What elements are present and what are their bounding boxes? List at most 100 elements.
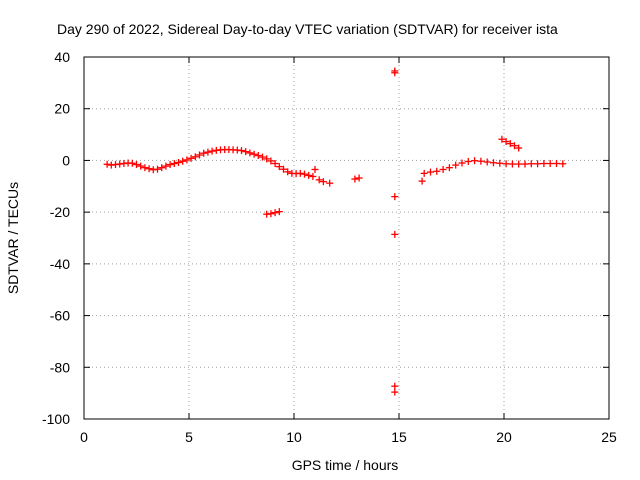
data-point <box>464 157 472 165</box>
data-point <box>137 162 145 170</box>
y-tick-label: -40 <box>50 256 70 272</box>
data-point <box>267 210 275 218</box>
x-tick-labels: 0 5 10 15 20 25 <box>80 429 617 445</box>
data-point <box>154 165 161 173</box>
data-point <box>391 230 399 238</box>
data-point <box>254 152 262 160</box>
data-point <box>183 156 191 164</box>
chart-title: Day 290 of 2022, Sidereal Day-to-day VTE… <box>57 21 558 37</box>
data-point <box>546 160 554 168</box>
data-point <box>534 160 542 168</box>
data-point <box>355 174 363 182</box>
plot-frame <box>83 56 610 420</box>
data-point <box>238 147 245 155</box>
x-tick-label: 20 <box>496 429 512 445</box>
x-tick-label: 15 <box>391 429 407 445</box>
data-point <box>490 159 497 167</box>
data-point <box>196 151 203 159</box>
x-tick-label: 5 <box>185 429 193 445</box>
y-tick-label: -80 <box>50 359 70 375</box>
data-point <box>433 167 441 175</box>
data-point <box>496 159 504 167</box>
data-point <box>200 149 208 157</box>
data-point <box>309 172 317 180</box>
data-point <box>311 165 319 173</box>
data-point <box>141 164 149 172</box>
data-point <box>305 171 313 179</box>
grid <box>84 57 609 419</box>
data-point <box>391 382 399 390</box>
data-point <box>502 138 510 146</box>
x-tick-label: 10 <box>286 429 302 445</box>
y-tick-label: -20 <box>50 204 70 220</box>
data-point <box>271 209 279 217</box>
data-point <box>540 160 548 168</box>
y-tick-label: 0 <box>62 152 70 168</box>
data-point <box>208 147 216 155</box>
y-tick-label: -60 <box>50 308 70 324</box>
data-point <box>315 176 323 184</box>
y-tick-label: -100 <box>42 411 70 427</box>
data-point <box>158 164 166 172</box>
data-point <box>391 69 399 77</box>
data-point <box>204 148 212 156</box>
data-point <box>511 142 518 150</box>
data-point <box>166 161 174 169</box>
data-point <box>145 165 153 173</box>
y-axis-label: SDTVAR / TECUs <box>5 182 21 294</box>
data-point <box>191 153 199 161</box>
data-point <box>275 208 283 216</box>
data-point <box>427 168 434 176</box>
y-tick-label: 40 <box>54 49 70 65</box>
data-point <box>502 160 510 168</box>
data-point <box>296 169 304 177</box>
data-point <box>170 160 178 168</box>
data-point <box>477 157 485 165</box>
x-tick-label: 25 <box>601 429 617 445</box>
data-point <box>242 148 250 156</box>
data-point <box>267 157 275 165</box>
data-point <box>128 159 136 167</box>
data-point <box>280 165 287 173</box>
data-point <box>275 163 283 171</box>
data-point <box>439 165 447 173</box>
data-point <box>458 159 466 167</box>
data-point <box>162 162 170 170</box>
data-point <box>271 160 279 168</box>
x-tick-label: 0 <box>80 429 88 445</box>
data-point <box>263 155 271 163</box>
data-points <box>103 67 567 396</box>
y-tick-labels: -100 -80 -60 -40 -20 0 20 40 <box>42 49 70 427</box>
data-point <box>559 160 567 168</box>
data-point <box>521 160 529 168</box>
y-tick-label: 20 <box>54 101 70 117</box>
data-point <box>420 169 428 177</box>
data-point <box>553 160 560 168</box>
data-point <box>246 149 254 157</box>
data-point <box>515 160 523 168</box>
data-point <box>498 135 506 143</box>
data-point <box>351 175 359 183</box>
data-point <box>175 158 182 166</box>
data-point <box>250 150 258 158</box>
data-point <box>452 161 460 169</box>
data-point <box>179 157 187 165</box>
x-axis-label: GPS time / hours <box>292 457 399 473</box>
data-point <box>483 158 491 166</box>
data-point <box>259 153 266 161</box>
data-point <box>133 161 140 169</box>
data-point <box>284 168 292 176</box>
data-point <box>418 177 426 185</box>
data-point <box>187 154 195 162</box>
data-point <box>445 164 453 172</box>
data-point <box>301 170 308 178</box>
data-point <box>527 160 535 168</box>
data-point <box>506 140 514 148</box>
axis-ticks <box>83 56 610 420</box>
data-point <box>391 388 399 396</box>
data-point <box>103 160 111 168</box>
data-point <box>391 193 399 201</box>
data-point <box>515 144 523 152</box>
data-point <box>319 178 327 186</box>
